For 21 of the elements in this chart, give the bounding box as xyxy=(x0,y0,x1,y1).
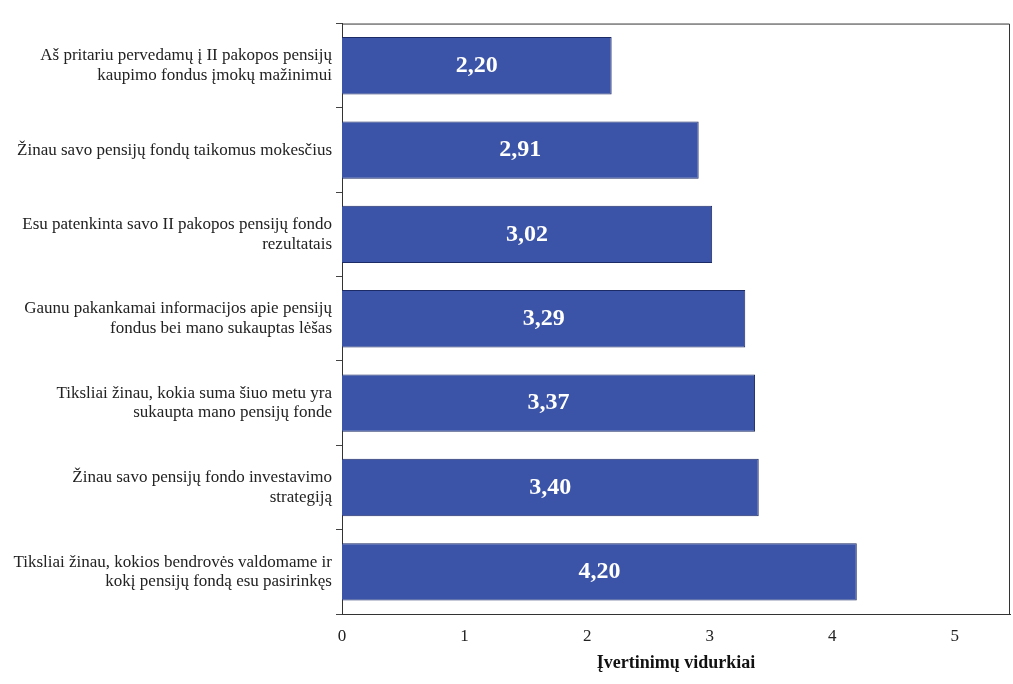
y-tick-label: Aš pritariu pervedamų į II pakopos pensijų kaupimo fondus įmokų mažinimui xyxy=(40,45,333,84)
data-label: 3,02 xyxy=(506,219,549,246)
data-label: 3,37 xyxy=(527,388,570,415)
data-label: 4,20 xyxy=(578,557,621,584)
x-tick-label: 5 xyxy=(950,625,960,645)
x-tick-label: 1 xyxy=(460,625,469,645)
y-tick-label: Tiksliai žinau, kokios bendrovės valdomame ir kokį pensijų fondą esu pasirinkęs xyxy=(13,551,333,591)
x-axis-title: Įvertinimų vidurkiai xyxy=(596,651,756,672)
y-tick-label: Esu patenkinta savo II pakopos pensijų fondo rezultatais xyxy=(22,214,332,253)
data-label: 3,29 xyxy=(522,303,565,330)
y-tick-label: Žinau savo pensijų fondų taikomus mokesčius xyxy=(17,139,332,159)
x-tick-label: 0 xyxy=(337,625,347,645)
x-tick-label: 2 xyxy=(582,625,592,645)
x-tick-label: 3 xyxy=(705,625,714,645)
data-label: 2,91 xyxy=(499,135,542,162)
y-tick-label: Tiksliai žinau, kokia suma šiuo metu yra sukaupta mano pensijų fonde xyxy=(56,382,333,422)
data-label: 2,20 xyxy=(455,50,498,77)
y-tick-label: Gaunu pakankamai informacijos apie pensijų fondus bei mano sukauptas lėšas xyxy=(24,298,333,338)
data-label: 3,40 xyxy=(529,472,572,499)
y-tick-label: Žinau savo pensijų fondo investavimo strategiją xyxy=(72,467,333,506)
x-tick-label: 4 xyxy=(828,625,838,645)
